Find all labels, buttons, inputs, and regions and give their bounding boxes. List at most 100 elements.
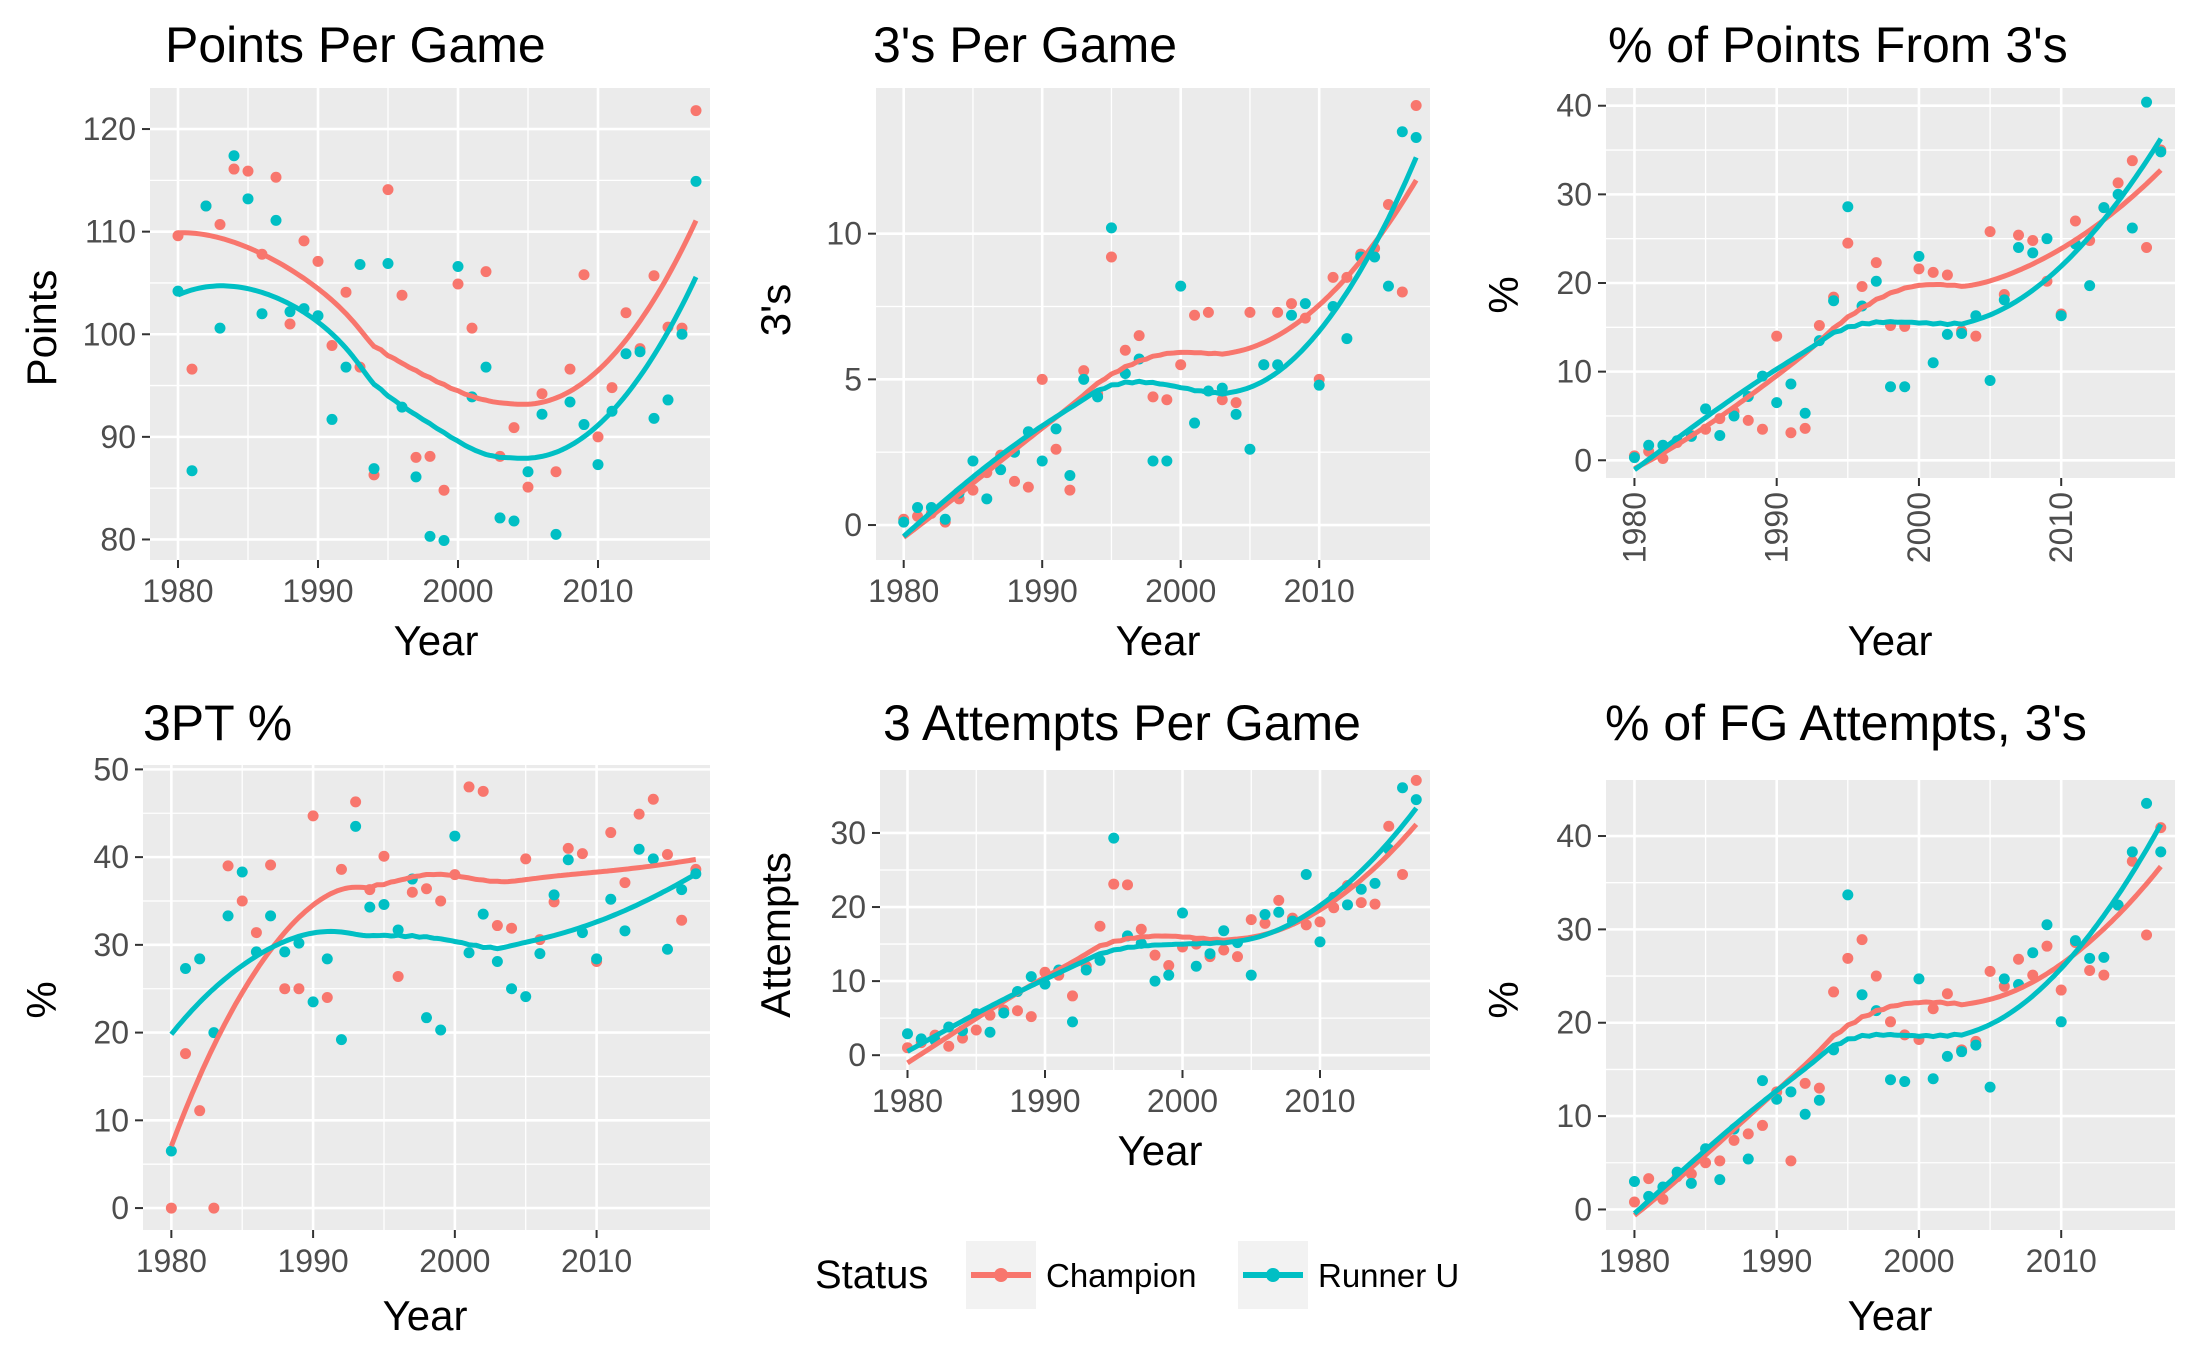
point-champion [1742, 1128, 1754, 1140]
point-champion [270, 171, 282, 183]
plot-marks [165, 781, 702, 1214]
y-tick-label: 0 [1574, 1191, 1592, 1227]
point-runner-up [1382, 280, 1394, 292]
point-runner-up [222, 910, 234, 922]
point-champion [2126, 155, 2138, 167]
point-runner-up [1036, 455, 1048, 467]
point-runner-up [2041, 919, 2053, 931]
y-axis-label: % [1480, 276, 1527, 313]
point-runner-up [548, 889, 560, 901]
point-runner-up [1244, 443, 1256, 455]
point-champion [1842, 237, 1854, 249]
point-champion [1856, 934, 1868, 946]
point-champion [578, 269, 590, 281]
x-tick-label: 1980 [868, 573, 939, 609]
point-champion [396, 289, 408, 301]
x-axis-label: Year [1848, 1292, 1933, 1339]
y-tick-label: 10 [93, 1102, 129, 1138]
x-tick-label: 2010 [2043, 492, 2079, 563]
point-champion [522, 481, 534, 493]
point-runner-up [236, 866, 248, 878]
point-runner-up [335, 1034, 347, 1046]
point-champion [2141, 242, 2153, 254]
y-tick-label: 5 [844, 361, 862, 397]
point-runner-up [676, 328, 688, 340]
point-runner-up [1067, 1016, 1078, 1028]
point-runner-up [1259, 908, 1271, 920]
y-tick-label: 40 [1556, 818, 1592, 854]
point-champion [452, 278, 464, 290]
point-runner-up [984, 1026, 996, 1038]
point-champion [2069, 215, 2081, 227]
point-champion [340, 286, 352, 298]
chart-three-attempts-per-game: 3 Attempts Per Game Attempts Year 1980 19… [752, 695, 1430, 1174]
point-runner-up [1899, 1076, 1911, 1088]
point-runner-up [1216, 382, 1228, 394]
trend-line-champion [177, 219, 699, 407]
point-runner-up [165, 1145, 177, 1157]
y-tick-label: 10 [1556, 354, 1592, 390]
point-champion [1119, 344, 1131, 356]
y-axis-label: Attempts [752, 852, 799, 1018]
point-runner-up [1341, 333, 1353, 345]
point-champion [1161, 394, 1173, 406]
point-champion [1828, 986, 1840, 998]
point-runner-up [995, 464, 1007, 476]
point-champion [1771, 330, 1783, 342]
point-champion [1232, 951, 1243, 963]
x-tick-label: 2000 [1901, 492, 1937, 563]
point-runner-up [981, 493, 993, 505]
point-champion [1012, 1005, 1023, 1017]
point-runner-up [1299, 298, 1311, 310]
trend-line-runner-up [902, 156, 1419, 539]
point-champion [661, 848, 673, 860]
x-tick-label: 1980 [136, 1243, 207, 1279]
point-runner-up [1300, 868, 1312, 880]
x-tick-label: 1990 [1007, 573, 1078, 609]
point-champion [2055, 984, 2067, 996]
y-tick-label: 10 [826, 216, 862, 252]
point-runner-up [648, 412, 660, 424]
point-champion [466, 322, 478, 334]
point-champion [410, 451, 422, 463]
y-tick-label: 0 [1574, 442, 1592, 478]
point-runner-up [1899, 381, 1911, 393]
point-champion [520, 853, 532, 865]
point-champion [1927, 266, 1939, 278]
plot-marks [898, 99, 1422, 540]
point-runner-up [1984, 1081, 1996, 1093]
y-tick-label: 120 [83, 111, 136, 147]
point-champion [676, 914, 688, 926]
y-axis-label: 3's [752, 284, 799, 336]
point-champion [2013, 229, 2025, 241]
point-runner-up [180, 963, 192, 975]
chart-pct-fg-attempts-threes: % of FG Attempts, 3's % Year 1980 1990 200… [1480, 695, 2175, 1339]
trend-line-runner-up [1632, 823, 2163, 1216]
point-champion [1856, 281, 1868, 293]
point-runner-up [1728, 410, 1740, 422]
point-runner-up [340, 361, 352, 373]
point-champion [435, 895, 447, 907]
point-champion [214, 218, 226, 230]
point-champion [180, 1048, 192, 1060]
point-champion [1230, 397, 1242, 409]
point-runner-up [2027, 247, 2039, 259]
point-champion [491, 920, 503, 932]
point-champion [690, 105, 702, 117]
point-runner-up [2141, 96, 2153, 108]
point-champion [293, 983, 305, 995]
point-champion [250, 927, 262, 939]
point-champion [307, 810, 319, 822]
plot-area: 1980 1990 2000 2010 0 5 10 [826, 88, 1430, 609]
point-champion [1135, 923, 1147, 935]
point-champion [1984, 965, 1996, 977]
y-tick-label: 20 [830, 889, 866, 925]
y-tick-label: 30 [1556, 176, 1592, 212]
x-tick-label: 1980 [1599, 1243, 1670, 1279]
point-champion [1163, 960, 1175, 972]
x-tick-label: 2010 [1284, 573, 1355, 609]
point-runner-up [449, 830, 461, 842]
point-runner-up [1628, 452, 1640, 464]
point-runner-up [242, 193, 254, 205]
x-axis-label: Year [1848, 617, 1933, 664]
